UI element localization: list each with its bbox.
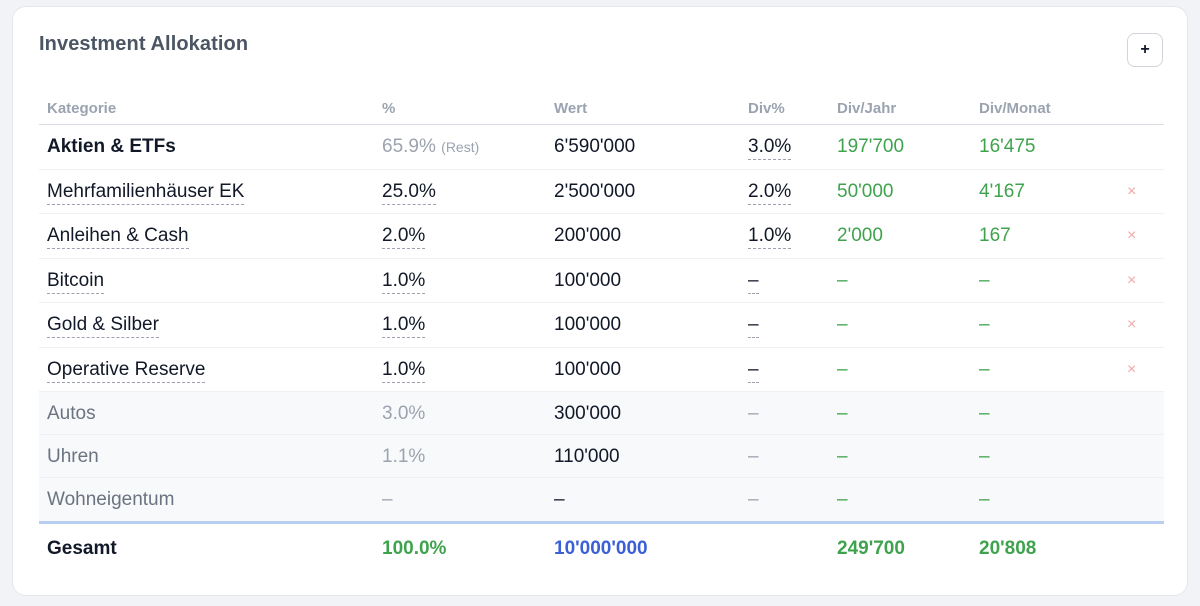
col-pct: % bbox=[382, 100, 396, 117]
remove-row-button[interactable]: × bbox=[1127, 316, 1137, 333]
row-pct: 1.1% bbox=[382, 446, 426, 467]
row-div-edit[interactable]: 2.0% bbox=[748, 181, 792, 205]
table-row: Gold & Silber 1.0% 100'000 – – – × bbox=[39, 303, 1164, 348]
row-wert: – bbox=[554, 489, 565, 510]
row-pct-edit[interactable]: 1.0% bbox=[382, 314, 426, 338]
col-div-jahr: Div/Jahr bbox=[837, 100, 897, 117]
table-row: Aktien & ETFs 65.9% (Rest) 6'590'000 3.0… bbox=[39, 125, 1164, 170]
row-div-edit[interactable]: 1.0% bbox=[748, 225, 792, 249]
remove-row-button[interactable]: × bbox=[1127, 271, 1137, 289]
row-div-edit[interactable]: 3.0% bbox=[748, 136, 792, 160]
remove-row-button[interactable]: × bbox=[1127, 182, 1137, 200]
row-div-monat: 167 bbox=[979, 225, 1011, 246]
table-row: Uhren 1.1% 110'000 – – – bbox=[39, 435, 1164, 478]
table-row: Bitcoin 1.0% 100'000 – – – × bbox=[39, 259, 1164, 303]
row-name: Uhren bbox=[47, 446, 99, 467]
row-name: Aktien & ETFs bbox=[47, 136, 176, 157]
table-row: Autos 3.0% 300'000 – – – bbox=[39, 392, 1164, 435]
row-div-jahr: 50'000 bbox=[837, 180, 894, 202]
row-name: Autos bbox=[47, 403, 96, 424]
row-div-monat: – bbox=[979, 403, 990, 424]
row-div-jahr: – bbox=[837, 269, 848, 291]
table-row: Anleihen & Cash 2.0% 200'000 1.0% 2'000 … bbox=[39, 214, 1164, 259]
remove-row-button[interactable]: × bbox=[1127, 360, 1137, 378]
row-wert: 2'500'000 bbox=[554, 180, 636, 202]
table-row: Operative Reserve 1.0% 100'000 – – – × bbox=[39, 348, 1164, 392]
rest-note: (Rest) bbox=[441, 139, 480, 155]
table-header: Kategorie % Wert Div% Div/Jahr Div/Monat bbox=[39, 87, 1164, 125]
row-name-edit[interactable]: Gold & Silber bbox=[47, 314, 159, 338]
row-pct-edit[interactable]: 2.0% bbox=[382, 225, 426, 249]
col-kategorie: Kategorie bbox=[47, 100, 117, 117]
table-row: Wohneigentum – – – – – bbox=[39, 478, 1164, 521]
total-pct: 100.0% bbox=[382, 538, 447, 559]
row-wert: 110'000 bbox=[554, 446, 620, 467]
card-title: Investment Allokation bbox=[39, 33, 249, 55]
row-div-edit[interactable]: – bbox=[748, 314, 759, 338]
row-div-edit[interactable]: – bbox=[748, 359, 759, 383]
total-div-jahr: 249'700 bbox=[837, 538, 905, 559]
row-div-jahr: – bbox=[837, 314, 848, 335]
allocation-table: Kategorie % Wert Div% Div/Jahr Div/Monat… bbox=[39, 87, 1164, 577]
row-name-edit[interactable]: Mehrfamilienhäuser EK bbox=[47, 181, 245, 205]
row-div-monat: – bbox=[979, 489, 990, 510]
row-div: – bbox=[748, 446, 759, 467]
row-wert: 100'000 bbox=[554, 358, 622, 380]
row-div-monat: – bbox=[979, 446, 990, 467]
row-div-monat: – bbox=[979, 314, 990, 335]
col-div: Div% bbox=[748, 100, 785, 117]
row-pct-edit[interactable]: 25.0% bbox=[382, 181, 436, 205]
col-wert: Wert bbox=[554, 100, 588, 117]
row-name: Wohneigentum bbox=[47, 489, 175, 510]
row-wert: 6'590'000 bbox=[554, 136, 636, 157]
row-wert: 100'000 bbox=[554, 314, 622, 335]
row-pct: 65.9% (Rest) bbox=[382, 136, 480, 157]
row-pct-edit[interactable]: 1.0% bbox=[382, 359, 426, 383]
row-div-jahr: – bbox=[837, 403, 848, 424]
row-pct: – bbox=[382, 489, 393, 510]
row-div: – bbox=[748, 489, 759, 510]
total-label: Gesamt bbox=[47, 538, 117, 559]
row-name-edit[interactable]: Anleihen & Cash bbox=[47, 225, 189, 249]
row-div-jahr: – bbox=[837, 489, 848, 510]
row-div-monat: – bbox=[979, 358, 990, 380]
row-div-monat: – bbox=[979, 269, 990, 291]
total-wert: 10'000'000 bbox=[554, 538, 648, 559]
total-row: Gesamt 100.0% 10'000'000 249'700 20'808 bbox=[39, 521, 1164, 577]
table-row: Mehrfamilienhäuser EK 25.0% 2'500'000 2.… bbox=[39, 170, 1164, 214]
row-wert: 300'000 bbox=[554, 403, 622, 424]
row-wert: 200'000 bbox=[554, 225, 622, 246]
row-div-jahr: 197'700 bbox=[837, 136, 905, 157]
row-wert: 100'000 bbox=[554, 269, 622, 291]
row-pct-edit[interactable]: 1.0% bbox=[382, 270, 426, 294]
add-category-button[interactable]: + bbox=[1127, 33, 1163, 67]
row-pct: 3.0% bbox=[382, 403, 426, 424]
allocation-card: Investment Allokation + Kategorie % Wert… bbox=[12, 6, 1188, 596]
row-name-edit[interactable]: Bitcoin bbox=[47, 270, 105, 294]
row-name-edit[interactable]: Operative Reserve bbox=[47, 359, 206, 383]
row-div-jahr: – bbox=[837, 446, 848, 467]
remove-row-button[interactable]: × bbox=[1127, 227, 1137, 244]
row-div: – bbox=[748, 403, 759, 424]
row-div-jahr: 2'000 bbox=[837, 225, 883, 246]
col-div-monat: Div/Monat bbox=[979, 100, 1051, 117]
row-div-jahr: – bbox=[837, 358, 848, 380]
row-div-monat: 16'475 bbox=[979, 136, 1036, 157]
total-div-monat: 20'808 bbox=[979, 538, 1037, 559]
row-div-edit[interactable]: – bbox=[748, 270, 759, 294]
row-div-monat: 4'167 bbox=[979, 180, 1025, 202]
